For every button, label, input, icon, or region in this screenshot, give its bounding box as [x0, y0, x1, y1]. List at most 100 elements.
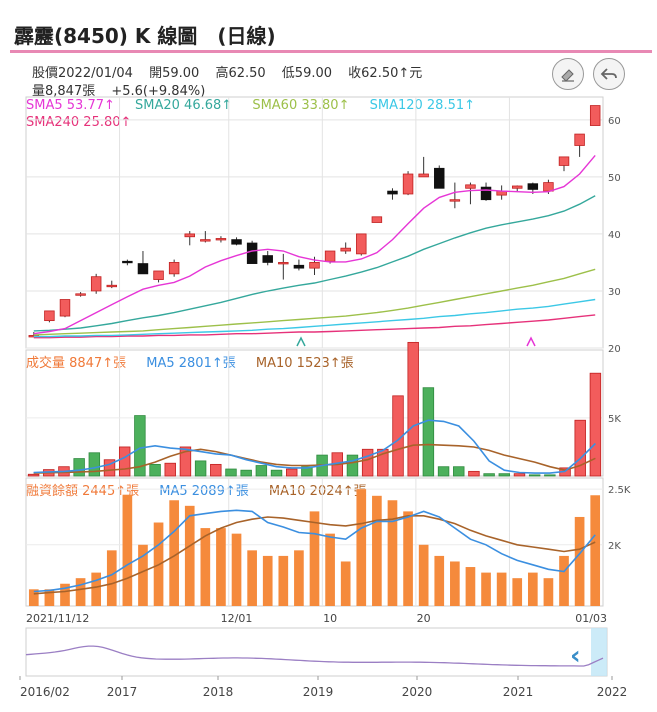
margin-bar: [75, 578, 86, 606]
eraser-button[interactable]: [552, 58, 584, 90]
legend-volume: 成交量 8847↑張: [26, 356, 127, 371]
volume-bar: [240, 469, 252, 477]
quote-high: 高62.50: [215, 66, 266, 81]
candlestick: [278, 262, 289, 265]
margin-bar: [496, 572, 507, 606]
volume-bar: [468, 470, 480, 477]
candlestick: [215, 238, 227, 241]
candlestick: [293, 264, 305, 269]
volume-bar: [453, 466, 465, 477]
price-tick-label: 30: [608, 287, 621, 298]
margin-bar: [372, 495, 382, 606]
event-marker[interactable]: [526, 336, 536, 347]
margin-bar: [200, 528, 211, 606]
margin-bar: [559, 555, 569, 606]
candlestick: [75, 293, 86, 296]
eraser-icon: [561, 69, 574, 82]
margin-ma5-line: [33, 509, 596, 593]
page-title: 霹靂(8450) K 線圖 (日線): [14, 24, 276, 48]
legend-volume-ma10: MA10 1523↑張: [255, 356, 354, 371]
margin-bar: [262, 555, 273, 606]
margin-bar: [44, 589, 55, 606]
volume-ma5-line: [33, 419, 596, 474]
date-axis-label: 01/03: [575, 612, 607, 625]
volume-bar: [179, 446, 192, 477]
volume-bar: [544, 474, 556, 477]
candlestick: [122, 260, 133, 264]
volume-bar: [483, 473, 495, 477]
volume-bar: [27, 473, 40, 477]
candlestick: [200, 239, 211, 242]
quote-change: +5.6(+9.84%): [111, 84, 206, 99]
margin-bar: [465, 567, 476, 606]
quote-low: 低59.00: [281, 66, 333, 81]
navigator-year-label: 2022: [597, 685, 628, 699]
date-axis-label: 12/01: [221, 612, 253, 625]
margin-bar: [294, 550, 304, 606]
quote-volume: 量8,847張: [32, 84, 96, 99]
margin-bar: [28, 589, 39, 606]
candlestick: [262, 255, 273, 263]
volume-bar: [73, 458, 85, 477]
margin-legend: 融資餘額 2445↑張 MA5 2089↑張 MA10 2024↑張: [26, 480, 383, 499]
candlestick: [340, 247, 351, 252]
volume-bar: [286, 468, 298, 477]
navigator-year-label: 2018: [203, 685, 234, 699]
price-legend-row1: SMA5 53.77↑ SMA20 46.68↑ SMA60 33.80↑ SM…: [26, 98, 491, 113]
volume-bar: [437, 466, 450, 477]
legend-sma240: SMA240 25.80↑: [26, 115, 132, 130]
candlestick: [480, 186, 492, 201]
volume-bar: [118, 446, 131, 477]
volume-ma10-line: [33, 443, 596, 474]
candlestick: [231, 239, 242, 245]
volume-bar: [498, 473, 511, 477]
quote-close: 收62.50↑元: [348, 66, 423, 81]
margin-bar: [184, 505, 195, 606]
candlestick: [402, 173, 414, 195]
title-divider: [10, 50, 652, 53]
margin-bar: [403, 511, 413, 606]
margin-bar: [247, 550, 257, 606]
navigator-line: [25, 645, 604, 667]
navigator-year-label: 2019: [303, 685, 334, 699]
sma60-line: [33, 268, 596, 336]
date-axis-label: 2021/11/12: [26, 612, 89, 625]
candlestick: [90, 276, 102, 292]
price-tick-label: 50: [608, 173, 621, 184]
volume-bar: [407, 341, 419, 477]
margin-bar: [309, 511, 320, 606]
candlestick: [371, 216, 383, 223]
navigator-window[interactable]: [591, 628, 607, 676]
volume-bar: [377, 448, 389, 477]
navigator-frame[interactable]: [25, 627, 608, 677]
candlestick: [543, 182, 554, 192]
volume-bar: [88, 452, 101, 477]
volume-bar: [513, 473, 526, 477]
quote-info-line1: 股價2022/01/04 開59.00 高62.50 低59.00 收62.50…: [32, 62, 434, 81]
sma240-line: [33, 314, 596, 339]
label-layer: 20 30 40 50 60 5K 2K 2.5K 2021/11/12 12/01 10 20 01/…: [20, 116, 631, 699]
candlestick: [418, 173, 429, 178]
price-tick-label: 20: [608, 344, 621, 355]
price-tick-label: 40: [608, 230, 621, 241]
margin-tick-label: 2K: [608, 541, 621, 552]
margin-tick-label: 2.5K: [608, 485, 631, 496]
margin-bar: [434, 555, 445, 606]
back-button[interactable]: [593, 58, 625, 90]
margin-bar: [169, 500, 179, 606]
event-marker[interactable]: [296, 336, 306, 347]
volume-bar: [361, 448, 374, 477]
legend-sma20: SMA20 46.68↑: [135, 98, 233, 113]
quote-open: 開59.00: [149, 66, 200, 81]
chevron-left-icon[interactable]: ‹: [570, 641, 581, 671]
candlestick: [527, 183, 539, 190]
volume-bar: [301, 466, 313, 477]
margin-bar: [450, 561, 460, 606]
candlestick: [574, 133, 585, 146]
volume-bar: [194, 460, 207, 477]
sma20-line: [33, 195, 596, 332]
volume-legend: 成交量 8847↑張 MA5 2801↑張 MA10 1523↑張: [26, 352, 370, 371]
back-arrow-icon: [600, 68, 617, 80]
volume-bar: [574, 419, 586, 477]
candlestick: [324, 250, 336, 262]
